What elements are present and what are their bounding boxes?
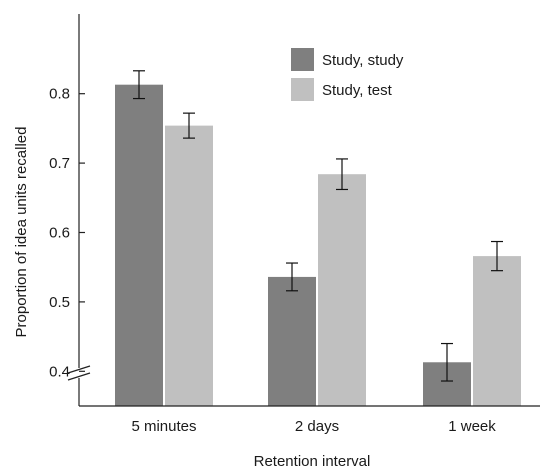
bar-study-test-2 <box>473 256 521 406</box>
error-bar <box>183 112 195 139</box>
bar-study-study-0 <box>115 84 163 406</box>
legend-swatch <box>291 48 314 71</box>
error-bar <box>286 262 298 292</box>
bar-study-study-1 <box>268 276 316 406</box>
x-tick-label: 1 week <box>448 418 496 435</box>
y-axis-label: Proportion of idea units recalled <box>13 127 30 338</box>
bar-study-test-1 <box>318 174 366 406</box>
error-bars-group <box>133 70 503 382</box>
y-tick-label: 0.5 <box>49 294 70 311</box>
y-ticks-group: 0.4 0.5 0.6 0.7 0.8 <box>49 86 85 380</box>
error-bar <box>133 70 145 100</box>
x-tick-label: 5 minutes <box>131 418 196 435</box>
axis-break-icon <box>66 365 92 381</box>
legend-swatch <box>291 78 314 101</box>
y-tick-label: 0.7 <box>49 155 70 172</box>
error-bar <box>441 342 453 382</box>
y-tick-label: 0.6 <box>49 225 70 242</box>
legend-label: Study, study <box>322 52 404 69</box>
error-bar <box>336 158 348 191</box>
legend-label: Study, test <box>322 82 393 99</box>
x-axis-label: Retention interval <box>254 453 371 470</box>
y-tick-label: 0.8 <box>49 86 70 103</box>
error-bar <box>491 240 503 272</box>
x-tick-label: 2 days <box>295 418 339 435</box>
bar-study-test-0 <box>165 125 213 407</box>
x-ticks-group: 5 minutes 2 days 1 week <box>131 418 496 435</box>
y-tick-label: 0.4 <box>49 363 70 380</box>
bars-group <box>115 84 521 407</box>
legend: Study, study Study, test <box>291 48 404 101</box>
